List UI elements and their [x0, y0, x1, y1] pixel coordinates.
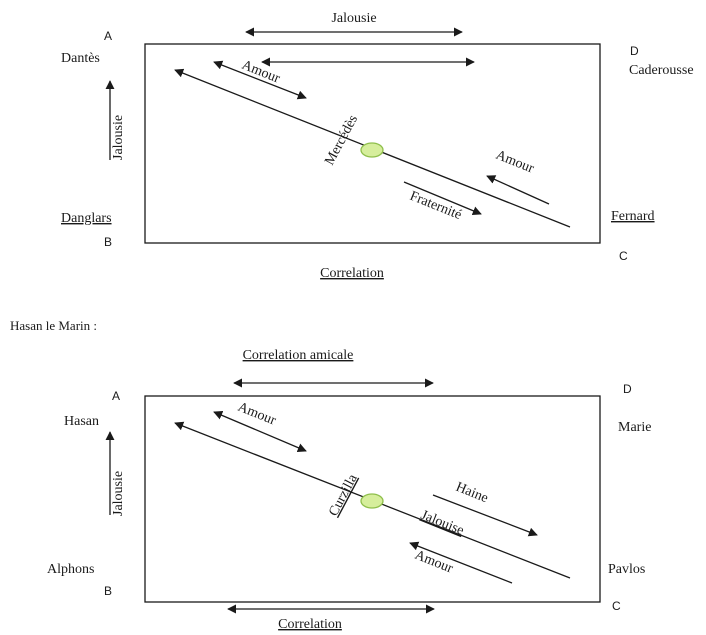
haine-arrow — [432, 494, 538, 537]
relationship-frame — [144, 43, 601, 244]
top-relation-label: Jalousie — [331, 11, 376, 26]
corner-label-c-2: C — [612, 599, 621, 613]
center-node-2 — [360, 493, 384, 509]
bottom-relation-label: Correlation — [320, 266, 384, 281]
diagram-hasan-le-marin: A B C D Hasan Alphons Marie Pavlos Corre… — [47, 348, 651, 632]
center-node-label-2: Curzilla — [326, 471, 361, 519]
top-relation-label-2: Correlation amicale — [243, 348, 354, 363]
person-marie: Marie — [618, 420, 651, 435]
diagram-monte-cristo: A B C D Dantès Danglars Caderousse Ferna… — [61, 11, 694, 281]
left-relation-label: Jalousie — [111, 115, 126, 160]
corner-label-b-2: B — [104, 584, 112, 598]
corner-label-a: A — [104, 29, 112, 43]
person-caderousse: Caderousse — [629, 63, 694, 78]
amour-double-arrow — [213, 60, 307, 100]
center-node — [360, 142, 384, 158]
person-hasan: Hasan — [64, 414, 99, 429]
center-node-label: Mercédès — [322, 113, 361, 168]
person-alphons: Alphons — [47, 562, 94, 577]
corner-label-a-2: A — [112, 389, 120, 403]
corner-label-c: C — [619, 249, 628, 263]
corner-label-d: D — [630, 44, 639, 58]
bottom-relation-label-2: Correlation — [278, 617, 342, 632]
amour-label-right: Amour — [494, 148, 537, 177]
person-fernard: Fernard — [611, 209, 655, 224]
fraternite-arrow — [403, 181, 482, 216]
amour-arrow-lower — [409, 541, 513, 584]
amour-arrow-right — [486, 175, 550, 205]
haine-label: Haine — [454, 480, 491, 506]
section-heading: Hasan le Marin : — [10, 318, 98, 333]
fraternite-label: Fraternité — [408, 189, 464, 223]
relationship-frame-2 — [144, 395, 601, 603]
corner-label-d-2: D — [623, 382, 632, 396]
person-dantes: Dantès — [61, 51, 100, 66]
left-relation-label-2: Jalousie — [111, 471, 126, 516]
person-pavlos: Pavlos — [608, 562, 645, 577]
jalouise-label: Jalouise — [419, 508, 466, 539]
person-danglars: Danglars — [61, 211, 112, 226]
corner-label-b: B — [104, 235, 112, 249]
amour-double-arrow-2 — [213, 411, 307, 452]
